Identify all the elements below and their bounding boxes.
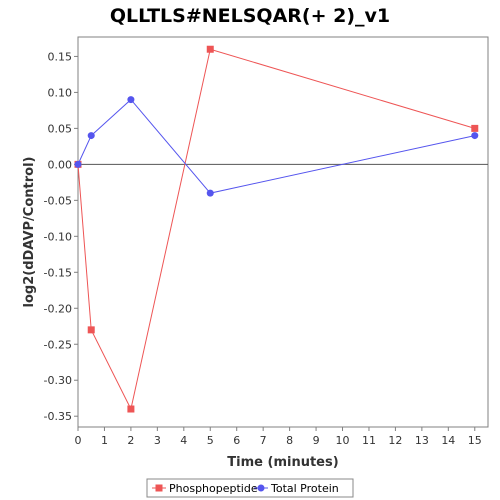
y-axis-label: log2(dDAVP/Control): [22, 157, 37, 308]
x-tick-label: 10: [336, 434, 350, 447]
x-axis-ticks: 0 1 2 3 4 5 6 7 8 9 10 11 12 13 14 15: [75, 427, 482, 447]
y-tick-label: -0.15: [44, 266, 72, 279]
x-tick-label: 13: [415, 434, 429, 447]
series-layer: [74, 45, 479, 413]
x-axis-label: Time (minutes): [227, 455, 338, 470]
y-tick-label: -0.10: [44, 230, 72, 243]
x-tick-label: 7: [260, 434, 267, 447]
legend: [146, 478, 354, 498]
x-tick-label: 14: [441, 434, 455, 447]
data-point: [74, 160, 82, 168]
y-tick-label: -0.20: [44, 302, 72, 315]
y-tick-label: -0.05: [44, 194, 72, 207]
x-tick-label: 8: [286, 434, 293, 447]
x-tick-label: 15: [468, 434, 482, 447]
y-tick-label: -0.30: [44, 374, 72, 387]
legend-items: Phosphopeptide Total Protein: [152, 482, 339, 495]
y-tick-label: 0.00: [48, 158, 73, 171]
y-tick-label: -0.35: [44, 410, 72, 423]
data-point: [127, 405, 135, 413]
data-point: [127, 96, 135, 104]
chart-title: QLLTLS#NELSQAR(+ 2)_v1: [110, 5, 390, 27]
x-tick-label: 11: [362, 434, 376, 447]
data-point: [206, 189, 214, 197]
x-tick-label: 12: [388, 434, 402, 447]
x-tick-label: 9: [313, 434, 320, 447]
plot-area: [77, 36, 489, 428]
data-point: [206, 45, 214, 53]
x-tick-label: 3: [154, 434, 161, 447]
data-point: [87, 326, 95, 334]
legend-marker: [257, 484, 265, 492]
x-tick-label: 5: [207, 434, 214, 447]
data-point: [471, 132, 479, 140]
data-point: [87, 132, 95, 140]
y-tick-label: -0.25: [44, 338, 72, 351]
legend-label: Phosphopeptide: [169, 482, 258, 495]
x-tick-label: 2: [127, 434, 134, 447]
y-tick-label: 0.05: [48, 122, 73, 135]
x-tick-label: 6: [233, 434, 240, 447]
legend-label: Total Protein: [270, 482, 339, 495]
data-point: [471, 124, 479, 132]
x-tick-label: 0: [75, 434, 82, 447]
y-axis-ticks: -0.35 -0.30 -0.25 -0.20 -0.15 -0.10 -0.05 0.00 0…: [44, 50, 78, 423]
legend-marker: [155, 484, 163, 492]
y-tick-label: 0.15: [48, 50, 73, 63]
x-tick-label: 4: [180, 434, 187, 447]
x-tick-label: 1: [101, 434, 108, 447]
y-tick-label: 0.10: [48, 86, 73, 99]
